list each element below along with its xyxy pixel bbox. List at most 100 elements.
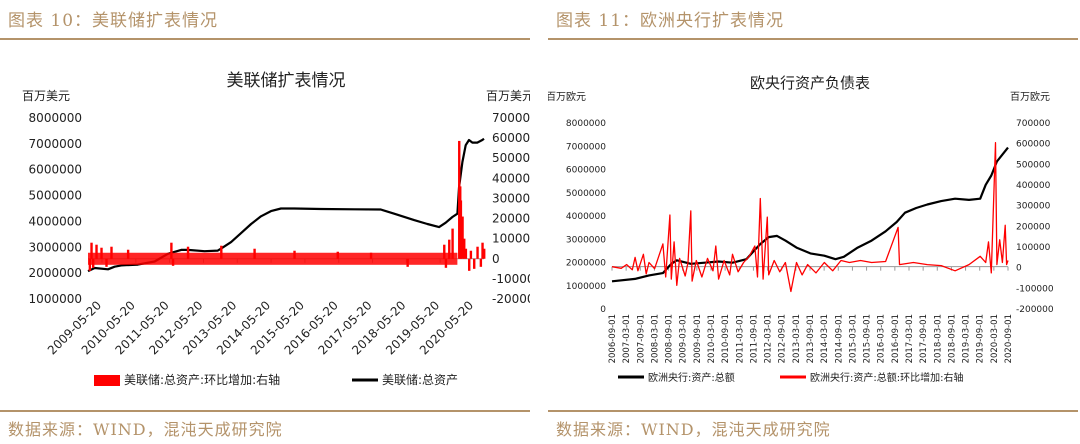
bar-mark bbox=[90, 242, 93, 259]
right-tick-label: -100000 bbox=[492, 272, 530, 286]
right-tick-label: 100000 bbox=[492, 232, 530, 246]
right-tick-label: 500000 bbox=[492, 151, 530, 165]
x-tick-label: 2018-03-01 bbox=[933, 314, 943, 363]
bar-mark bbox=[100, 247, 103, 259]
x-tick-label: 2016-03-01 bbox=[877, 314, 887, 363]
bar-mark bbox=[479, 258, 483, 267]
left-axis-unit: 百万美元 bbox=[22, 89, 70, 103]
x-tick-label: 2014-03-01 bbox=[820, 314, 830, 363]
x-tick-label: 2012-03-01 bbox=[764, 314, 774, 363]
bar-mark bbox=[220, 245, 223, 259]
left-tick-label: 2000000 bbox=[566, 259, 606, 269]
legend-label: 欧洲央行:资产:总额 bbox=[648, 371, 735, 384]
chart-title: 欧央行资产负债表 bbox=[750, 74, 870, 92]
divider bbox=[0, 38, 530, 40]
figure-label: 图表 11：欧洲央行扩表情况 bbox=[556, 11, 785, 31]
left-tick-label: 6000000 bbox=[566, 166, 606, 176]
left-tick-label: 5000000 bbox=[29, 189, 82, 203]
x-tick-label: 2010-09-01 bbox=[721, 314, 731, 363]
right-tick-label: 300000 bbox=[1016, 202, 1051, 212]
divider bbox=[548, 410, 1078, 412]
x-tick-label: 2018-09-01 bbox=[947, 314, 957, 363]
right-tick-label: 0 bbox=[1016, 264, 1022, 274]
right-tick-label: 400000 bbox=[492, 171, 530, 185]
source-note: 数据来源：WIND，混沌天成研究院 bbox=[556, 420, 831, 439]
bar-mark bbox=[95, 244, 98, 259]
x-tick-label: 2013-09-01 bbox=[806, 314, 816, 363]
x-tick-label: 2019-03-01 bbox=[962, 314, 972, 363]
right-tick-label: 0 bbox=[492, 252, 500, 266]
x-tick-label: 2017-03-01 bbox=[905, 314, 915, 363]
right-tick-label: -200000 bbox=[1016, 305, 1054, 315]
divider bbox=[0, 410, 530, 412]
left-tick-label: 2000000 bbox=[29, 266, 82, 280]
source-note: 数据来源：WIND，混沌天成研究院 bbox=[8, 420, 283, 439]
legend-label: 美联储:总资产:环比增加:右轴 bbox=[124, 372, 280, 387]
legend-label: 欧洲央行:资产:总额:环比增加:右轴 bbox=[810, 371, 963, 384]
bar-mark bbox=[476, 246, 479, 259]
bar-mark bbox=[105, 258, 108, 267]
bar-mark bbox=[253, 248, 256, 259]
right-tick-label: 400000 bbox=[1016, 181, 1051, 191]
left-tick-label: 6000000 bbox=[29, 163, 82, 177]
x-tick-label: 2006-09-01 bbox=[608, 314, 618, 363]
bar-mark bbox=[444, 258, 448, 268]
x-tick-label: 2007-09-01 bbox=[636, 314, 646, 363]
left-tick-label: 0 bbox=[600, 305, 606, 315]
right-axis-unit: 百万欧元 bbox=[1010, 91, 1050, 103]
x-tick-label: 2011-03-01 bbox=[735, 314, 745, 363]
left-tick-label: 4000000 bbox=[566, 212, 606, 222]
left-tick-label: 4000000 bbox=[29, 214, 82, 228]
left-tick-label: 8000000 bbox=[566, 119, 606, 129]
bar-mark bbox=[459, 200, 463, 259]
x-tick-label: 2020-03-01 bbox=[990, 314, 1000, 363]
bar-mark bbox=[468, 258, 471, 271]
bar-mark bbox=[110, 246, 113, 259]
bar-mark bbox=[464, 248, 468, 259]
legend-swatch bbox=[94, 375, 120, 386]
divider bbox=[548, 38, 1078, 40]
left-tick-label: 3000000 bbox=[29, 240, 82, 254]
x-tick-label: 2013-03-01 bbox=[792, 314, 802, 363]
right-tick-label: 500000 bbox=[1016, 160, 1051, 170]
figure-ecb: 图表 11：欧洲央行扩表情况 欧央行资产负债表百万欧元 百万欧元 8000000 70… bbox=[548, 0, 1078, 444]
legend-label: 美联储:总资产 bbox=[382, 372, 458, 387]
right-tick-label: 200000 bbox=[1016, 222, 1051, 232]
right-tick-label: 300000 bbox=[492, 191, 530, 205]
right-tick-label: 700000 bbox=[1016, 119, 1051, 129]
series-line bbox=[611, 142, 1009, 293]
left-tick-label: 8000000 bbox=[29, 111, 82, 125]
right-tick-label: -200000 bbox=[492, 292, 530, 306]
bar-mark bbox=[473, 258, 476, 269]
bar-mark bbox=[170, 242, 173, 259]
x-tick-label: 2014-09-01 bbox=[834, 314, 844, 363]
x-tick-label: 2019-09-01 bbox=[976, 314, 986, 363]
figure-fed: 图表 10：美联储扩表情况 美联储扩表情况 百万美元 百万美元 8000000 7000… bbox=[0, 0, 530, 444]
left-axis-unit: 百万欧元 bbox=[548, 91, 586, 103]
bar-mark bbox=[463, 238, 466, 259]
x-tick-label: 2016-09-01 bbox=[891, 314, 901, 363]
x-tick-label: 2011-09-01 bbox=[749, 314, 759, 363]
x-tick-label: 2020-09-01 bbox=[1004, 314, 1014, 363]
x-tick-label: 2010-03-01 bbox=[707, 314, 717, 363]
bar-mark bbox=[481, 242, 484, 259]
right-axis-unit: 百万美元 bbox=[486, 89, 530, 103]
bar-mark bbox=[336, 251, 339, 259]
bar-mark bbox=[88, 258, 92, 271]
left-tick-label: 5000000 bbox=[566, 189, 606, 199]
left-tick-label: 1000000 bbox=[566, 282, 606, 292]
bar-mark bbox=[406, 258, 409, 267]
right-tick-label: 600000 bbox=[492, 131, 530, 145]
right-tick-label: -100000 bbox=[1016, 284, 1054, 294]
x-tick-label: 2007-03-01 bbox=[622, 314, 632, 363]
bar-mark bbox=[469, 250, 473, 259]
right-tick-label: 100000 bbox=[1016, 243, 1051, 253]
right-tick-label: 200000 bbox=[492, 212, 530, 226]
x-tick-label: 2008-09-01 bbox=[665, 314, 675, 363]
x-tick-label: 2009-03-01 bbox=[679, 314, 689, 363]
chart-title: 美联储扩表情况 bbox=[227, 71, 346, 91]
bar-mark bbox=[443, 244, 446, 259]
x-tick-label: 2012-09-01 bbox=[778, 314, 788, 363]
